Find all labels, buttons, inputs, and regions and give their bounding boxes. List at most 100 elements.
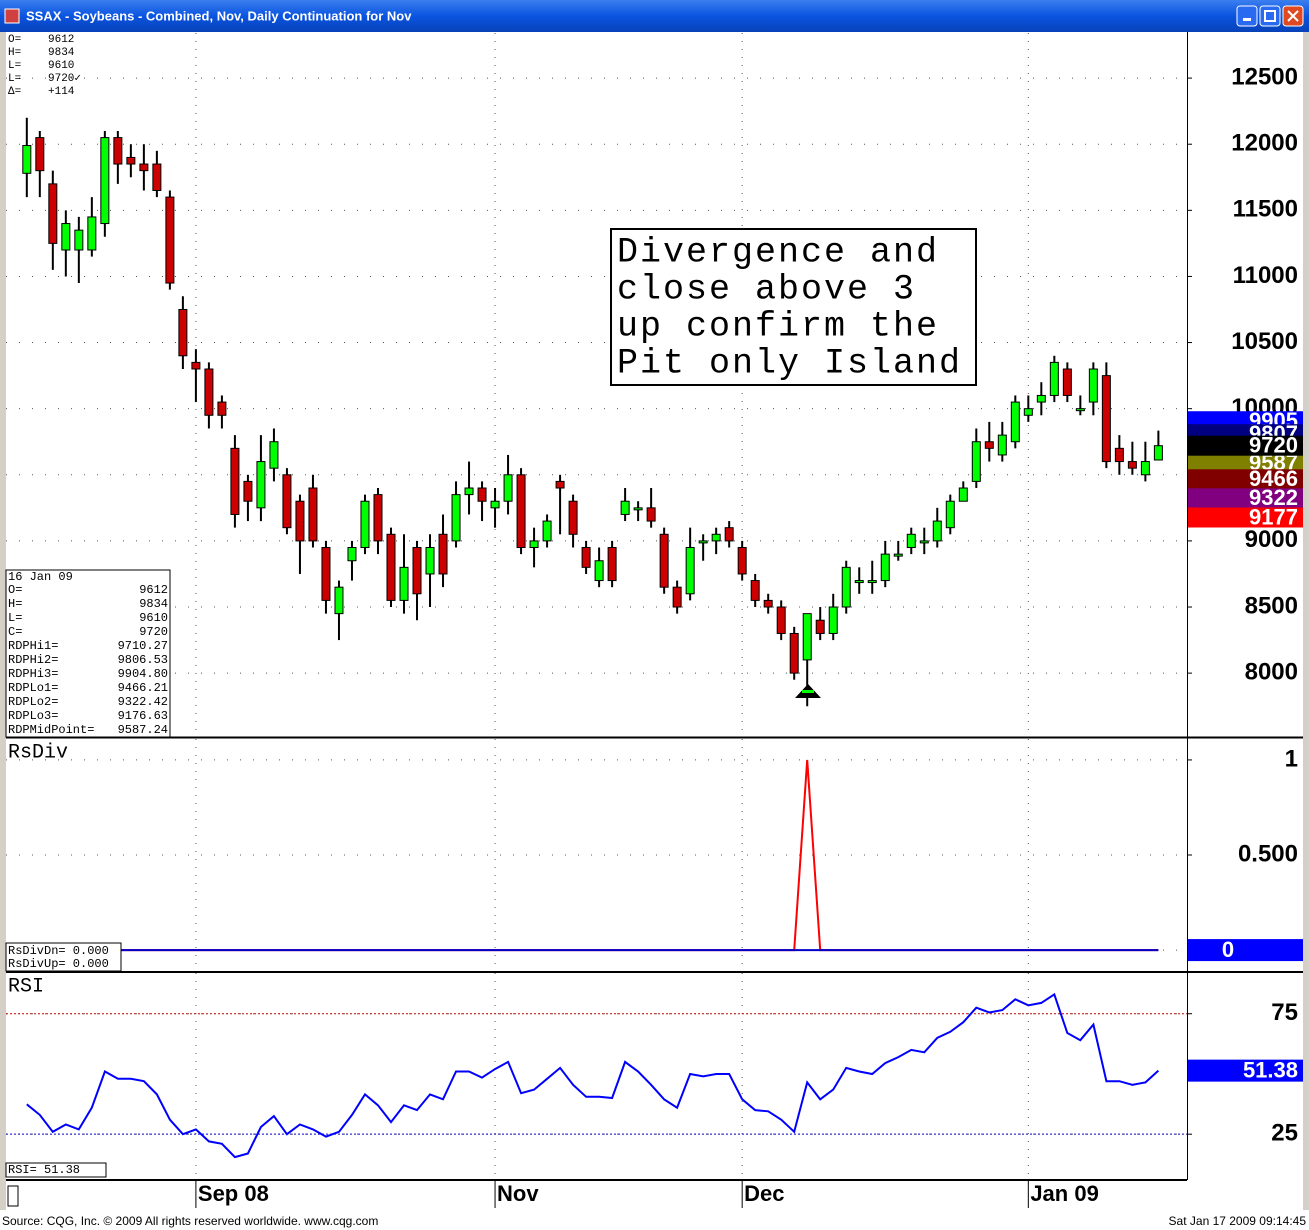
quote-label: Δ= (8, 86, 21, 98)
quote-value: 9720✓ (48, 73, 81, 85)
annotation-line: Pit only Island (617, 343, 962, 383)
scroll-box[interactable] (7, 1185, 19, 1207)
quote-value: +114 (48, 86, 75, 98)
data-label: RDPHi3= (8, 667, 58, 681)
candle-body (1062, 368, 1072, 396)
data-label: RDPHi1= (8, 639, 58, 653)
candle-body (932, 520, 942, 542)
data-value: 9322.42 (118, 695, 168, 709)
candle-body (711, 533, 721, 542)
value-marker-label: 51.38 (1243, 1057, 1298, 1082)
candle-body (776, 606, 786, 634)
data-label: O= (8, 583, 22, 597)
y-tick-label: 0.500 (1238, 840, 1298, 867)
pane-title: RSI (8, 975, 44, 998)
candle-body (867, 580, 877, 584)
candle-body (321, 547, 331, 601)
candle-body (204, 368, 214, 416)
quote-label: L= (8, 73, 21, 85)
y-tick-label: 25 (1271, 1120, 1298, 1147)
candle-body (48, 183, 58, 244)
candle-body (347, 547, 357, 562)
candle-body (685, 547, 695, 595)
candle-body (555, 480, 565, 489)
candle-body (503, 474, 513, 502)
data-value: 9612 (139, 583, 168, 597)
status-box (5, 1162, 107, 1178)
annotation-line: close above 3 (617, 269, 916, 309)
candle-body (451, 494, 461, 542)
price-marker (1188, 507, 1303, 528)
window-buttons[interactable] (1236, 5, 1304, 27)
status-text: RSI= 51.38 (8, 1163, 80, 1177)
candle-body (594, 560, 604, 582)
price-marker (1188, 488, 1303, 509)
data-label: RDPLo3= (8, 709, 58, 723)
candle-body (113, 137, 123, 165)
candle-body (529, 540, 539, 549)
candle-body (828, 606, 838, 634)
candle-body (1010, 401, 1020, 443)
maximize-icon (1264, 10, 1276, 22)
x-tick-label: Dec (744, 1181, 784, 1206)
series-line (26, 992, 1160, 1159)
candle-body (906, 533, 916, 549)
window-title: SSAX - Soybeans - Combined, Nov, Daily C… (26, 8, 412, 23)
minimize-icon (1243, 18, 1251, 21)
data-value: 9904.80 (118, 667, 168, 681)
candle-body (568, 500, 578, 535)
quote-label: L= (8, 60, 21, 72)
quote-value: 9610 (48, 60, 74, 72)
y-tick-label: 10500 (1231, 328, 1298, 355)
app-icon (4, 8, 20, 24)
data-value: 9610 (139, 611, 168, 625)
candle-body (399, 566, 409, 601)
candle-body (607, 547, 617, 582)
price-marker-label: 9466 (1249, 466, 1298, 491)
left-frame (0, 32, 6, 1210)
title-bar (0, 0, 1309, 32)
annotation-box (610, 228, 977, 386)
candle-body (1049, 361, 1059, 396)
data-label: RDPLo1= (8, 681, 58, 695)
candle-body (802, 613, 812, 661)
minimize-button[interactable] (1236, 5, 1258, 27)
maximize-button[interactable] (1259, 5, 1281, 27)
candle-body (841, 566, 851, 608)
candle-body (425, 547, 435, 575)
candle-body (256, 461, 266, 509)
candle-body (945, 500, 955, 529)
candle-body (269, 441, 279, 469)
candle-body (217, 401, 227, 416)
y-tick-label: 11000 (1233, 262, 1298, 289)
y-tick-label: 12000 (1231, 130, 1298, 157)
candle-body (464, 487, 474, 496)
candle-body (542, 520, 552, 542)
signal-arrow-mark (802, 690, 814, 693)
data-value: 9710.27 (118, 639, 168, 653)
candle-body (633, 507, 643, 511)
candle-body (295, 500, 305, 542)
candle-body (87, 216, 97, 251)
candle-body (230, 447, 240, 515)
candle-body (958, 487, 968, 502)
annotation-line: Divergence and (617, 232, 939, 272)
candle-body (724, 527, 734, 542)
candle-body (880, 553, 890, 582)
candle-body (61, 223, 71, 251)
data-value: 9176.63 (118, 709, 168, 723)
y-tick-label: 12500 (1231, 63, 1298, 90)
candle-body (646, 507, 656, 522)
candle-body (74, 229, 84, 251)
data-value: 9466.21 (118, 681, 168, 695)
candle-body (789, 632, 799, 674)
candle-body (126, 156, 136, 165)
candle-body (386, 533, 396, 601)
candle-body (516, 474, 526, 549)
y-tick-label: 8500 (1245, 592, 1298, 619)
candle-body (1088, 368, 1098, 403)
price-marker (1188, 435, 1303, 456)
status-text: RsDivUp= 0.000 (8, 957, 109, 971)
quote-label: H= (8, 47, 21, 59)
